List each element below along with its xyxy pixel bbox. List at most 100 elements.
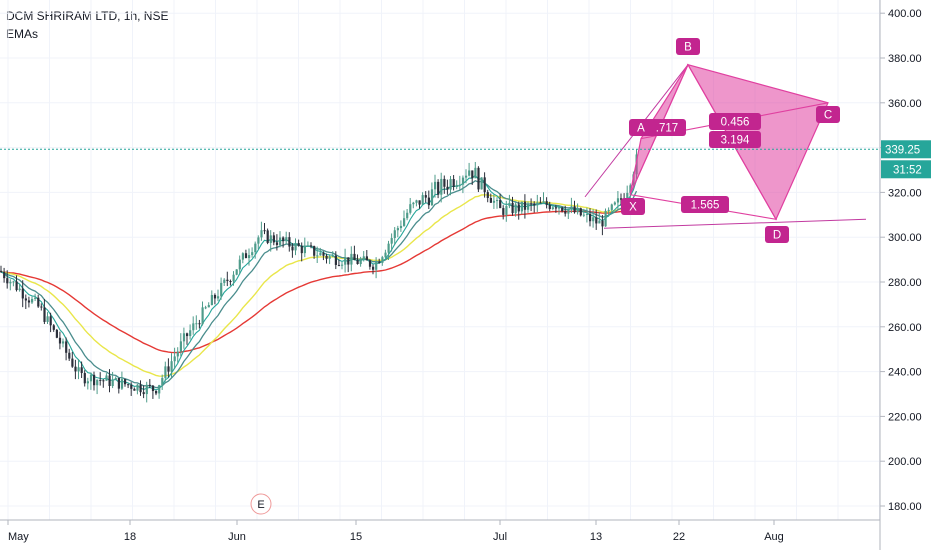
candle-body — [114, 378, 117, 380]
candle-body — [616, 198, 620, 203]
price-tick-label: 400.00 — [888, 8, 922, 20]
candle-body — [440, 178, 443, 195]
candle-body — [505, 206, 508, 215]
current-price-label: 339.25 — [885, 144, 920, 156]
event-circle[interactable] — [250, 493, 272, 515]
candle-body — [443, 178, 446, 187]
candle-body — [564, 211, 567, 214]
candle-body — [310, 245, 313, 247]
candle-body — [449, 179, 452, 190]
candle-body — [582, 214, 585, 216]
candle-body — [238, 259, 241, 270]
candle-body — [117, 378, 120, 389]
candle-body — [86, 381, 89, 384]
candle-body — [384, 252, 387, 258]
candle-body — [558, 207, 561, 209]
candle-body — [613, 202, 616, 205]
candle-body — [437, 181, 440, 195]
ratio-xab-bg — [648, 119, 686, 136]
candle-body — [589, 214, 592, 222]
candle-body — [3, 271, 6, 279]
candle-body — [164, 366, 167, 378]
ratio-xd-bg — [681, 196, 729, 213]
candle-body — [189, 330, 192, 337]
candle-body — [195, 323, 198, 325]
candle-body — [43, 307, 46, 322]
candle-body — [182, 333, 186, 342]
earnings-event-marker[interactable]: E — [250, 493, 272, 515]
candle-body — [334, 255, 337, 265]
pattern-point-x: X — [629, 202, 637, 214]
candle-body — [496, 200, 499, 202]
pattern-point-b-bg — [676, 38, 700, 55]
pattern-point-x-bg — [621, 198, 645, 215]
price-axis[interactable]: 400.00380.00360.00340.00320.00300.00280.… — [879, 0, 931, 550]
candle-body — [523, 201, 527, 210]
candle-body — [409, 204, 412, 213]
time-tick-label: 15 — [350, 531, 362, 543]
candle-body — [424, 195, 427, 198]
harmonic-pattern[interactable]: B C D X A .717 0.456 3.194 1.565 — [621, 38, 840, 243]
candle-body — [96, 379, 99, 386]
ema-long-line — [0, 206, 637, 354]
candle-body — [6, 278, 9, 284]
candle-body — [344, 257, 347, 265]
candle-body — [446, 186, 449, 190]
candle-body — [375, 261, 378, 270]
candle-body — [483, 177, 486, 193]
candle-body — [282, 237, 285, 242]
candle-body — [579, 208, 582, 216]
candle-body — [489, 197, 492, 203]
candle-body — [217, 296, 220, 299]
candle-body — [511, 202, 514, 214]
candle-body — [347, 257, 350, 265]
candle-body — [403, 218, 406, 226]
candle-body — [291, 246, 294, 251]
candle-body — [604, 210, 607, 227]
pattern-point-a-bg — [629, 119, 653, 136]
candle-body — [480, 177, 483, 190]
candle-body — [0, 270, 3, 272]
candle-body — [77, 367, 80, 372]
candle-body — [68, 352, 71, 359]
candle-body — [62, 341, 65, 344]
candle-body — [15, 281, 18, 291]
time-tick-label: Jul — [493, 531, 507, 543]
candle-body — [514, 204, 517, 214]
candle-body — [105, 375, 108, 381]
candle-body — [430, 189, 434, 206]
countdown-badge — [881, 160, 931, 179]
candle-body — [387, 243, 390, 253]
candle-body — [300, 245, 303, 254]
candle-body — [303, 245, 306, 254]
countdown-label: 31:52 — [893, 164, 922, 176]
time-tick-label: 22 — [673, 531, 685, 543]
candle-body — [551, 207, 554, 209]
candle-body — [390, 238, 393, 244]
candle-body — [226, 279, 229, 281]
candle-body — [486, 192, 489, 198]
candle-body — [158, 385, 161, 394]
candle-body — [102, 380, 105, 382]
ratio-xab: .717 — [656, 123, 678, 135]
candle-body — [520, 201, 523, 212]
candle-body — [186, 333, 189, 337]
time-axis[interactable]: May 18 Jun 15 Jul 13 22 Aug — [0, 519, 880, 543]
candle-body — [127, 384, 130, 386]
candle-body — [83, 373, 86, 384]
candle-body — [356, 260, 359, 265]
candle-body — [620, 198, 623, 200]
event-label: E — [257, 499, 264, 511]
candle-body — [71, 358, 74, 367]
price-tick-label: 220.00 — [888, 411, 922, 423]
candle-body — [573, 206, 576, 213]
candle-body — [545, 201, 548, 206]
candle-body — [306, 245, 310, 247]
candle-body — [65, 341, 68, 353]
candle-body — [111, 379, 114, 387]
pattern-point-c: C — [824, 110, 832, 122]
candle-body — [499, 200, 502, 209]
candle-body — [24, 298, 27, 301]
candle-body — [93, 374, 96, 386]
